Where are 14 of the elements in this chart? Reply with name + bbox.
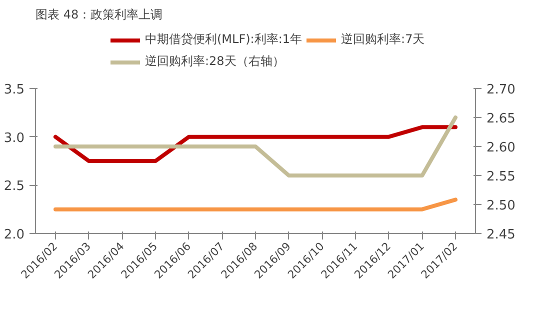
y-tick-label: 3.0 [4, 130, 25, 146]
legend-label: 逆回购利率:7天 [341, 31, 425, 48]
y2-tick-label: 2.50 [486, 198, 516, 214]
y-tick-label: 3.5 [4, 82, 25, 98]
y-tick-label: 2.5 [4, 179, 25, 194]
y2-tick-label: 2.60 [486, 140, 516, 156]
y2-tick-label: 2.55 [486, 170, 516, 184]
y2-tick-label: 2.70 [486, 82, 516, 98]
chart-title: 图表 48：政策利率上调 [36, 8, 163, 22]
legend-label: 逆回购利率:28天（右轴） [145, 53, 284, 70]
legend-label: 中期借贷便利(MLF):利率:1年 [145, 31, 302, 48]
y2-tick-label: 2.45 [486, 228, 516, 242]
y2-tick-label: 2.65 [486, 112, 516, 126]
y-tick-label: 2.0 [4, 228, 25, 242]
